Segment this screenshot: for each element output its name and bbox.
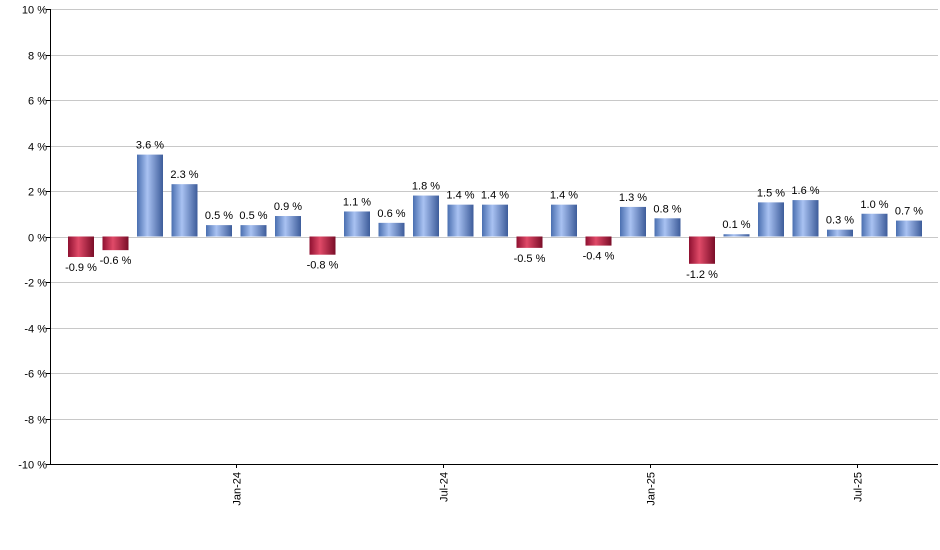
bar (413, 195, 439, 237)
data-label: 0.1 % (722, 219, 750, 231)
y-tick-label: 8 % (28, 51, 47, 63)
bar (171, 184, 198, 237)
data-label: 1.6 % (791, 185, 819, 197)
y-tick-label: -4 % (24, 324, 47, 336)
bar (344, 211, 370, 237)
data-label: 0.5 % (239, 210, 267, 222)
data-label: -1.2 % (686, 269, 718, 281)
x-tick-label: Jul-24 (439, 472, 451, 502)
bar (654, 218, 681, 237)
bar (68, 236, 94, 257)
data-label: 1.5 % (757, 187, 785, 199)
bar (585, 236, 612, 246)
y-tick-label: 4 % (28, 142, 47, 154)
data-labels: -0.9 %-0.6 % 3.6 % 2.3 % 0.5 % 0.5 % 0.9 % -0.… (65, 140, 923, 281)
y-tick-label: -10 % (18, 460, 47, 472)
y-tick-label: 10 % (22, 5, 47, 17)
bar (689, 236, 715, 264)
x-tick-label: Jul-25 (853, 472, 865, 502)
data-label: 1.0 % (860, 199, 888, 211)
data-label: 3.6 % (136, 140, 164, 152)
bar (723, 234, 750, 237)
data-label: 0.6 % (377, 208, 405, 220)
bar (447, 204, 474, 237)
bars (68, 154, 922, 264)
data-label: -0.4 % (583, 251, 615, 263)
data-label: 0.5 % (205, 210, 233, 222)
y-tick-label: 0 % (28, 233, 47, 245)
data-label: -0.5 % (514, 253, 546, 265)
y-tick-label: -8 % (24, 415, 47, 427)
bar (516, 236, 543, 248)
data-label: 1.4 % (481, 190, 509, 202)
bar (551, 204, 577, 237)
y-tick-label: 2 % (28, 187, 47, 199)
bar (275, 216, 301, 237)
data-label: 0.9 % (274, 201, 302, 213)
y-tick-label: 6 % (28, 96, 47, 108)
y-tick-label: -2 % (24, 278, 47, 290)
data-label: 1.8 % (412, 181, 440, 193)
data-label: 0.3 % (826, 215, 854, 227)
x-tick-label: Jan-24 (232, 472, 244, 506)
y-axis-ticks: 10 % 8 % 6 % 4 % 2 % 0 % -2 % -4 % -6 % -8 % -10 % (18, 5, 50, 472)
axes (50, 9, 938, 465)
bar (861, 213, 888, 237)
bar (240, 225, 267, 237)
x-tick-label: Jan-25 (646, 472, 658, 506)
bar (206, 225, 232, 237)
gridlines (50, 9, 938, 465)
bar (482, 204, 508, 237)
bar (827, 229, 853, 237)
x-axis-ticks: Jan-24 Jul-24 Jan-25 Jul-25 (232, 464, 865, 506)
data-label: 1.3 % (619, 192, 647, 204)
data-label: 1.4 % (446, 190, 474, 202)
bar (792, 200, 819, 237)
data-label: -0.8 % (307, 260, 339, 272)
bar (758, 202, 784, 237)
bar (620, 206, 646, 237)
bar (102, 236, 129, 251)
data-label: 2.3 % (170, 169, 198, 181)
bar (309, 236, 336, 255)
bar (896, 220, 922, 237)
data-label: 1.4 % (550, 190, 578, 202)
bar (137, 154, 163, 237)
data-label: 0.7 % (895, 206, 923, 218)
data-label: 1.1 % (343, 196, 371, 208)
bar (378, 222, 405, 237)
data-label: 0.8 % (653, 203, 681, 215)
data-label: -0.6 % (100, 255, 132, 267)
data-label: -0.9 % (65, 262, 97, 274)
y-tick-label: -6 % (24, 369, 47, 381)
